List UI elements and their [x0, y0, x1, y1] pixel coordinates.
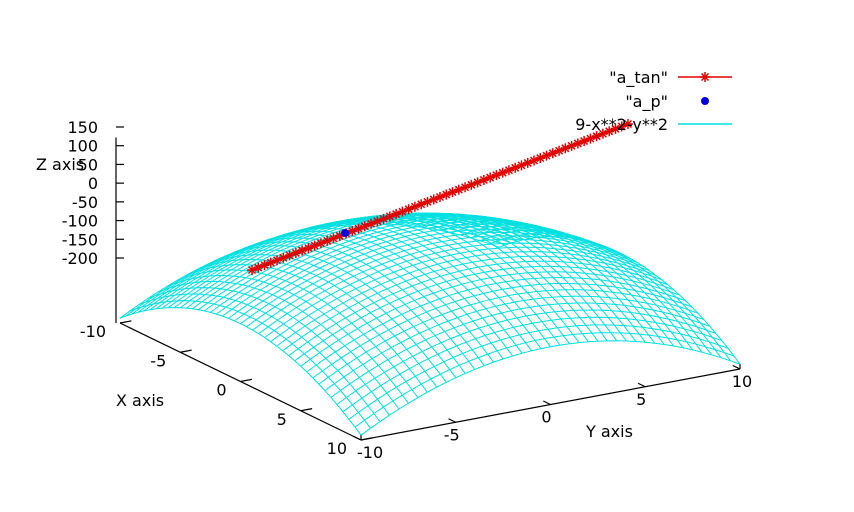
surface-mesh-line-y [432, 217, 675, 347]
z-tick-label: -100 [62, 212, 98, 231]
y-tick-label: 10 [732, 372, 752, 391]
legend-label: "a_tan" [609, 68, 668, 88]
x-tick-label: -10 [80, 322, 106, 341]
y-tick-label: 5 [636, 390, 646, 409]
x-tick-mark [180, 349, 192, 353]
z-tick-label: -200 [62, 249, 98, 268]
surface-mesh-line-y [243, 237, 485, 366]
surface-mesh-line-y [148, 287, 390, 416]
surface-mesh-line-y [205, 254, 447, 383]
y-tick-mark [732, 364, 741, 370]
x-tick-label: 10 [327, 439, 347, 458]
y-tick-mark [353, 435, 362, 441]
surface-mesh-line-y [176, 269, 419, 398]
surface-mesh-line-y [470, 226, 712, 356]
a-tan-point [253, 262, 264, 273]
y-tick-mark [637, 382, 646, 388]
surface-mesh-line-y [280, 225, 523, 354]
z-tick-label: -50 [72, 193, 98, 212]
surface-mesh-line-y [233, 241, 476, 370]
surface-mesh-line-y [366, 212, 608, 342]
surface-mesh-line-y [195, 258, 438, 388]
a-p-point [341, 229, 349, 237]
surface-mesh-line-y [394, 213, 637, 342]
x-tick-mark [119, 320, 132, 324]
x-tick-mark [360, 437, 373, 441]
y-tick-label: 0 [541, 408, 551, 427]
surface-mesh-line-y [489, 232, 731, 362]
surface-mesh-line-y [157, 280, 400, 410]
legend-label: 9-x**2-y**2 [575, 115, 668, 134]
y-tick-mark [543, 400, 551, 406]
legend-marker-point [701, 97, 709, 105]
x-tick-label: 0 [216, 381, 226, 400]
surface-mesh-line-y [138, 293, 381, 422]
surface-mesh-line-y [261, 230, 504, 360]
y-tick-label: -10 [357, 443, 383, 462]
x-tick-label: -5 [150, 351, 166, 370]
surface-mesh-line-y [214, 249, 457, 379]
z-axis-label: Z axis [36, 155, 84, 174]
y-axis-label: Y axis [585, 422, 633, 441]
surface-mesh-line-y [460, 224, 703, 353]
surface-mesh-line-y [375, 212, 618, 342]
x-tick-mark [300, 408, 313, 412]
surface-mesh-line-y [413, 215, 656, 344]
surface-mesh-line-y [441, 219, 684, 349]
surface-mesh-line-y [498, 236, 741, 365]
x-tick-mark [240, 378, 252, 383]
series [247, 119, 633, 275]
surface-mesh-line-y [167, 274, 409, 404]
a-tan-point [535, 153, 546, 164]
surface-mesh-line-y [186, 264, 428, 393]
a-tan-point [478, 174, 489, 185]
x-tick-label: 5 [277, 410, 287, 429]
y-tick-label: -5 [444, 425, 460, 444]
surface-mesh-line-y [129, 300, 371, 429]
surface-mesh [119, 212, 741, 436]
surface-mesh-line-y [224, 245, 466, 374]
x-axis-label: X axis [116, 391, 164, 410]
legend-label: "a_p" [625, 92, 668, 112]
surface-mesh-line-y [252, 233, 494, 363]
legend-marker-asterisk [700, 72, 710, 82]
z-tick-label: -150 [62, 230, 98, 249]
surface-mesh-line-y [385, 212, 627, 342]
surface-mesh-line-y [119, 307, 362, 436]
z-tick-label: 100 [67, 137, 98, 156]
y-tick-mark [448, 418, 457, 423]
surface-mesh-line-y [479, 229, 722, 358]
surface-mesh-line-x [342, 316, 723, 413]
a-tan-point [623, 119, 633, 129]
legend: "a_tan" "a_p" 9-x**2-y**2 [575, 68, 732, 134]
z-tick-label: 150 [67, 118, 98, 137]
z-tick-label: 50 [78, 155, 98, 174]
z-tick-label: 0 [88, 174, 98, 193]
